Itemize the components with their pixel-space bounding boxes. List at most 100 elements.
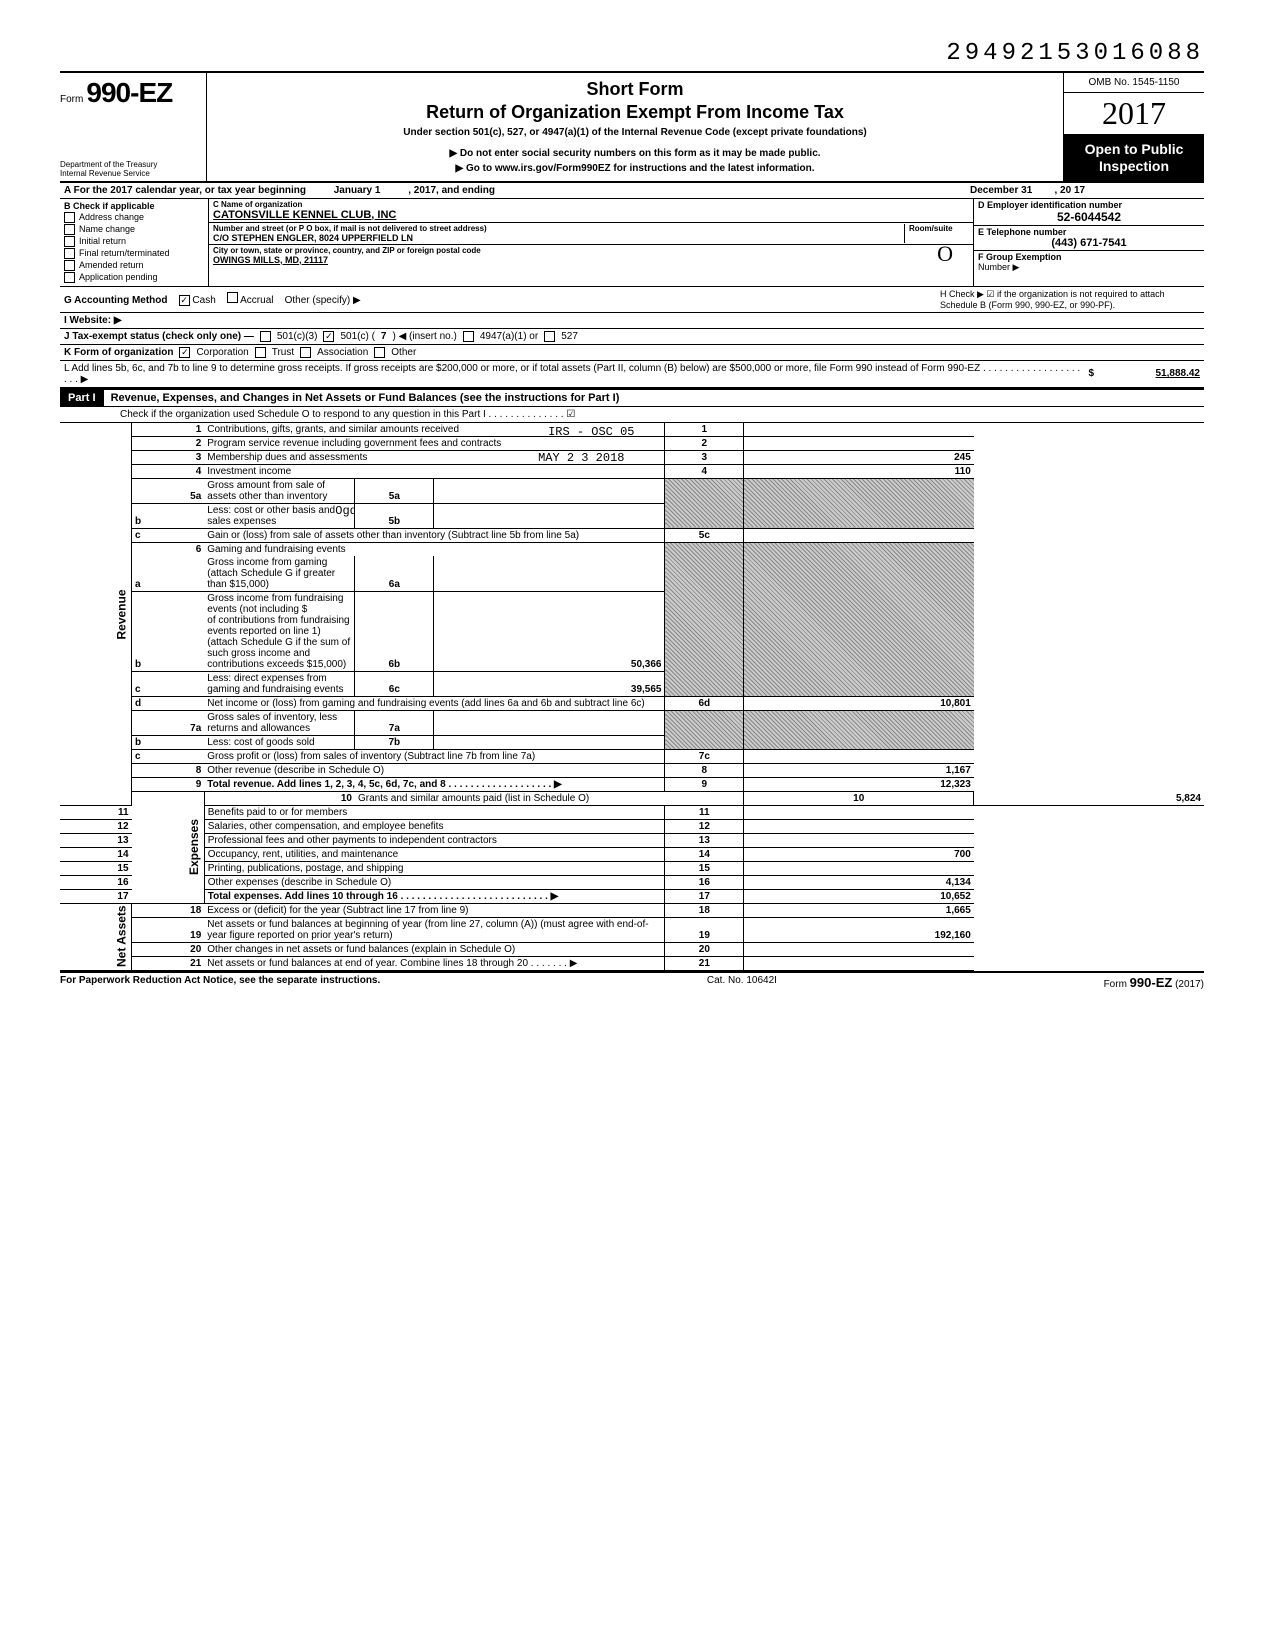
ln-6-shade-val: [744, 542, 974, 696]
ln-3-val: 245: [744, 450, 974, 464]
l-value: 51,888.42: [1100, 368, 1200, 379]
ln-17-no: 17: [60, 889, 132, 903]
ln-10-no: 10: [204, 791, 355, 805]
b-column: B Check if applicable Address change Nam…: [60, 199, 209, 286]
ln-14-box: 14: [665, 847, 744, 861]
l-dollar: $: [1088, 368, 1094, 379]
chk-corp[interactable]: ✓: [179, 347, 190, 358]
ln-1-val: [744, 423, 974, 437]
ln-6b-desc: Gross income from fundraising events (no…: [204, 591, 355, 671]
j-row: J Tax-exempt status (check only one) — 5…: [60, 329, 1204, 345]
chk-4947[interactable]: [463, 331, 474, 342]
room-label: Room/suite: [909, 224, 969, 233]
ln-19-no: 19: [132, 917, 205, 942]
department: Department of the Treasury Internal Reve…: [60, 161, 200, 179]
ln-7b-no: b: [132, 735, 205, 749]
ln-7c-val: [744, 749, 974, 763]
chk-app-pending[interactable]: [64, 272, 75, 283]
g-cash: Cash: [192, 295, 215, 306]
short-form-label: Short Form: [215, 79, 1055, 100]
chk-assoc[interactable]: [300, 347, 311, 358]
l-label: L Add lines 5b, 6c, and 7b to line 9 to …: [64, 363, 1082, 385]
ln-5a-desc: Gross amount from sale of assets other t…: [204, 478, 355, 503]
footer: For Paperwork Reduction Act Notice, see …: [60, 971, 1204, 990]
chk-final-return[interactable]: [64, 248, 75, 259]
ln-2-box: 2: [665, 436, 744, 450]
main-title: Return of Organization Exempt From Incom…: [215, 102, 1055, 123]
d-label: D Employer identification number: [978, 200, 1200, 210]
ln-6b-pre: Gross income from fundraising events (no…: [207, 593, 343, 615]
ln-6a-no: a: [132, 556, 205, 592]
footer-right: Form 990-EZ (2017): [1104, 975, 1204, 990]
ln-1-desc: Contributions, gifts, grants, and simila…: [204, 423, 665, 437]
ln-17-val: 10,652: [744, 889, 974, 903]
ln-5b-no: b: [132, 503, 205, 528]
ln-2-desc: Program service revenue including govern…: [204, 436, 665, 450]
ln-13-no: 13: [60, 833, 132, 847]
ln-7b-ibox: 7b: [355, 735, 434, 749]
ln-7a-desc: Gross sales of inventory, less returns a…: [204, 710, 355, 735]
j-label: J Tax-exempt status (check only one) —: [64, 331, 254, 342]
dept-irs: Internal Revenue Service: [60, 170, 200, 179]
j-4947: 4947(a)(1) or: [480, 331, 538, 342]
a-yr: , 20 17: [1055, 185, 1086, 196]
ln-14-no: 14: [60, 847, 132, 861]
ln-16-box: 16: [665, 875, 744, 889]
a-end: December 31: [970, 185, 1032, 196]
chk-amended[interactable]: [64, 260, 75, 271]
i-row: I Website: ▶: [60, 313, 1204, 329]
chk-name-change[interactable]: [64, 224, 75, 235]
chk-address-change[interactable]: [64, 212, 75, 223]
ln-6d-no: d: [132, 696, 205, 710]
b-item-5: Application pending: [79, 272, 158, 282]
ln-12-box: 12: [665, 819, 744, 833]
form-header: Form 990-EZ Department of the Treasury I…: [60, 71, 1204, 183]
ln-18-val: 1,665: [744, 903, 974, 917]
tax-year: 2017: [1064, 93, 1204, 135]
chk-accrual[interactable]: [227, 292, 238, 303]
chk-527[interactable]: [544, 331, 555, 342]
a-mid: , 2017, and ending: [408, 185, 495, 196]
chk-initial-return[interactable]: [64, 236, 75, 247]
a-begin: January 1: [334, 185, 381, 196]
ln-6c-ibox: 6c: [355, 671, 434, 696]
chk-cash[interactable]: ✓: [179, 295, 190, 306]
f-label2: Number ▶: [978, 262, 1019, 272]
ln-16-desc: Other expenses (describe in Schedule O): [204, 875, 665, 889]
form-label: Form: [60, 94, 83, 105]
b-item-0: Address change: [79, 212, 144, 222]
ln-10-val: 5,824: [974, 791, 1204, 805]
part1-label: Part I: [60, 390, 104, 406]
ln-15-box: 15: [665, 861, 744, 875]
ln-16-val: 4,134: [744, 875, 974, 889]
ln-19-box: 19: [665, 917, 744, 942]
d-column: D Employer identification number 52-6044…: [974, 199, 1204, 286]
chk-trust[interactable]: [255, 347, 266, 358]
chk-501c3[interactable]: [260, 331, 271, 342]
open-public: Open to Public: [1066, 141, 1202, 158]
row-a: A For the 2017 calendar year, or tax yea…: [60, 183, 1204, 199]
ln-10-desc: Grants and similar amounts paid (list in…: [355, 791, 744, 805]
ln-15-desc: Printing, publications, postage, and shi…: [204, 861, 665, 875]
city-label: City or town, state or province, country…: [213, 246, 969, 255]
footer-left: For Paperwork Reduction Act Notice, see …: [60, 975, 380, 990]
f-label: F Group Exemption: [978, 252, 1062, 262]
j-501c-num: 7: [381, 331, 387, 342]
ln-6d-desc: Net income or (loss) from gaming and fun…: [204, 696, 665, 710]
chk-other-org[interactable]: [374, 347, 385, 358]
ln-5c-box: 5c: [665, 528, 744, 542]
ln-21-no: 21: [132, 956, 205, 970]
org-name: CATONSVILLE KENNEL CLUB, INC: [213, 209, 969, 221]
ln-9-no: 9: [132, 777, 205, 791]
ln-5-shade-val: [744, 478, 974, 528]
inspection: Inspection: [1066, 158, 1202, 175]
g-label: G Accounting Method: [64, 295, 168, 306]
ln-21-val: [744, 956, 974, 970]
ln-6a-desc: Gross income from gaming (attach Schedul…: [204, 556, 355, 592]
bcdef-block: B Check if applicable Address change Nam…: [60, 199, 1204, 287]
netassets-side-label: Net Assets: [60, 903, 132, 970]
ln-8-desc: Other revenue (describe in Schedule O): [204, 763, 665, 777]
k-trust: Trust: [272, 347, 294, 358]
chk-501c[interactable]: ✓: [323, 331, 334, 342]
ln-6c-ival: 39,565: [434, 671, 665, 696]
